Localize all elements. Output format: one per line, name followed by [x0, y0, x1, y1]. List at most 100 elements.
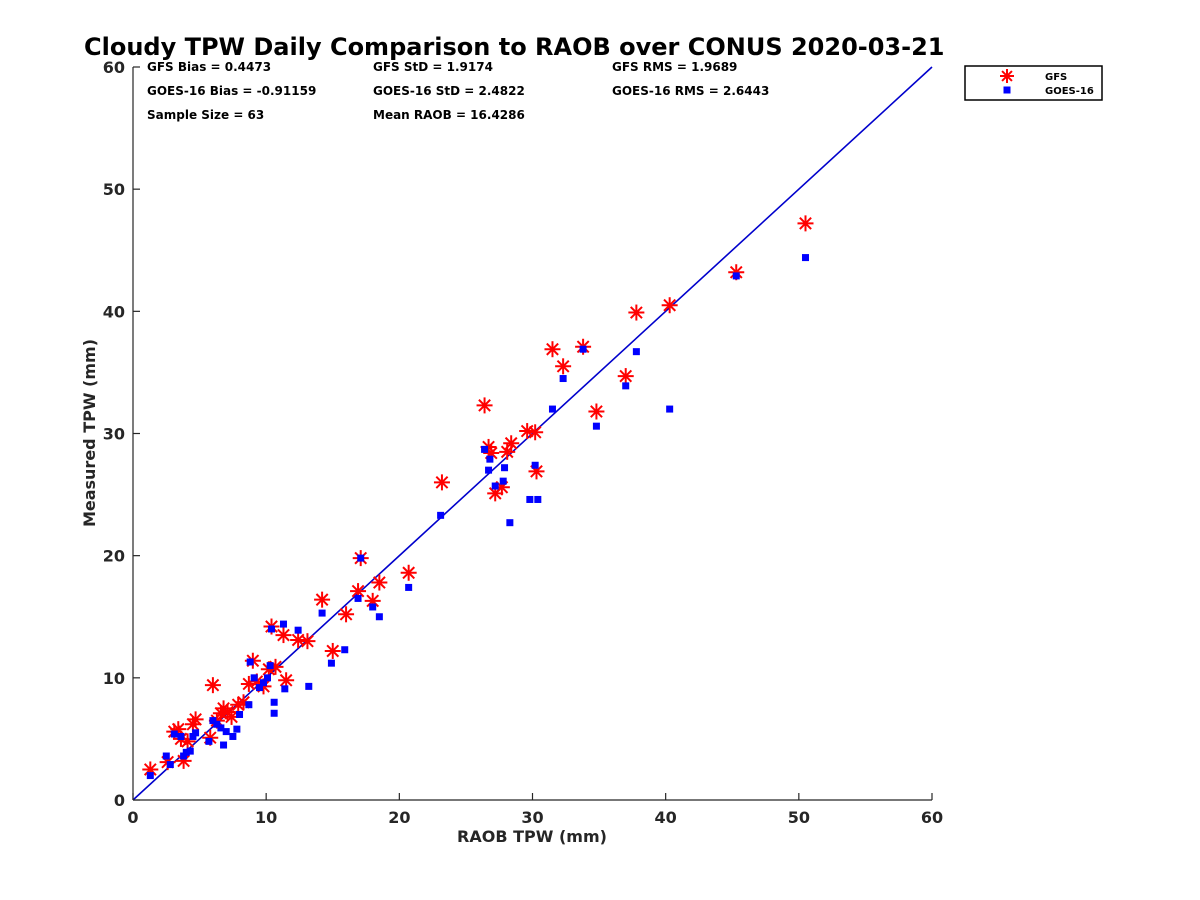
data-point — [531, 461, 539, 469]
data-point — [182, 748, 190, 756]
data-point — [357, 554, 365, 562]
stat-text: GFS Bias = 0.4473 — [147, 60, 271, 74]
points-layer — [142, 215, 814, 780]
data-point — [485, 466, 493, 474]
data-point — [267, 625, 275, 633]
legend-box — [964, 65, 1103, 101]
legend-label: GFS — [1045, 72, 1067, 83]
data-point — [375, 613, 383, 621]
y-tick-label: 30 — [103, 425, 125, 444]
y-tick-label: 40 — [103, 302, 125, 321]
data-point — [305, 682, 313, 690]
stat-text: Sample Size = 63 — [147, 108, 264, 122]
data-point — [281, 685, 289, 693]
data-point — [209, 717, 217, 725]
series-goes-16 — [146, 254, 809, 780]
data-point — [579, 345, 587, 353]
stat-text: GFS StD = 1.9174 — [373, 60, 493, 74]
data-point — [266, 662, 274, 670]
data-point — [801, 254, 809, 262]
data-point — [501, 464, 509, 472]
data-point — [628, 304, 645, 321]
data-point — [187, 711, 204, 728]
data-point — [371, 574, 388, 591]
stat-text: GOES-16 Bias = -0.91159 — [147, 84, 316, 98]
data-point — [275, 627, 292, 644]
y-tick-label: 60 — [103, 58, 125, 77]
data-point — [229, 732, 237, 740]
data-point — [555, 358, 572, 375]
data-point — [632, 348, 640, 356]
data-point — [256, 684, 264, 692]
legend-marker — [1000, 69, 1014, 83]
data-point — [503, 435, 520, 452]
x-tick-label: 50 — [788, 808, 810, 827]
data-point — [294, 626, 302, 634]
stat-text: GOES-16 RMS = 2.6443 — [612, 84, 769, 98]
data-point — [318, 609, 326, 617]
data-point — [588, 403, 605, 420]
data-point — [180, 752, 188, 760]
stat-text: GOES-16 StD = 2.4822 — [373, 84, 525, 98]
data-point — [250, 674, 258, 682]
data-point — [236, 710, 244, 718]
data-point — [661, 297, 678, 314]
data-point — [437, 511, 445, 519]
data-point — [506, 519, 514, 527]
data-point — [732, 272, 740, 280]
data-point — [166, 761, 174, 769]
data-point — [314, 591, 331, 608]
data-point — [213, 720, 221, 728]
data-point — [270, 698, 278, 706]
x-axis-label: RAOB TPW (mm) — [457, 827, 607, 846]
data-point — [263, 674, 271, 682]
data-point — [192, 729, 200, 737]
data-point — [548, 405, 556, 413]
stat-text: GFS RMS = 1.9689 — [612, 60, 737, 74]
series-gfs — [142, 215, 814, 778]
data-point — [327, 659, 335, 667]
data-point — [233, 725, 241, 733]
stats-layer: GFS Bias = 0.4473 GFS StD = 1.9174 GFS RMS… — [147, 60, 769, 122]
chart-title: Cloudy TPW Daily Comparison to RAOB over… — [84, 33, 944, 61]
y-tick-label: 0 — [114, 791, 125, 810]
data-point — [544, 341, 561, 358]
data-point — [486, 455, 494, 463]
data-point — [260, 679, 268, 687]
data-point — [162, 752, 170, 760]
data-point — [526, 495, 534, 503]
data-point — [405, 583, 413, 591]
y-axis-label: Measured TPW (mm) — [80, 339, 99, 527]
data-point — [220, 741, 228, 749]
data-point — [499, 477, 507, 485]
data-point — [222, 728, 230, 736]
data-point — [527, 424, 544, 441]
legend-label: GOES-16 — [1045, 86, 1094, 97]
data-point — [797, 215, 814, 232]
data-point — [217, 724, 225, 732]
data-point — [189, 732, 197, 740]
data-point — [481, 445, 489, 453]
data-point — [354, 594, 362, 602]
data-point — [369, 603, 377, 611]
one-to-one-line — [132, 66, 933, 801]
legend-marker — [1003, 86, 1011, 94]
data-point — [170, 730, 178, 738]
data-point — [534, 495, 542, 503]
x-tick-label: 60 — [921, 808, 943, 827]
x-tick-label: 0 — [127, 808, 138, 827]
data-point — [350, 583, 367, 600]
data-point — [324, 642, 341, 659]
data-point — [622, 382, 630, 390]
data-point — [245, 701, 253, 709]
x-tick-label: 10 — [255, 808, 277, 827]
data-point — [400, 564, 417, 581]
data-point — [666, 405, 674, 413]
reference-line-layer — [132, 66, 933, 801]
data-point — [299, 633, 316, 650]
y-tick-label: 10 — [103, 669, 125, 688]
data-point — [559, 375, 567, 383]
data-point — [204, 677, 221, 694]
data-point — [433, 474, 450, 491]
